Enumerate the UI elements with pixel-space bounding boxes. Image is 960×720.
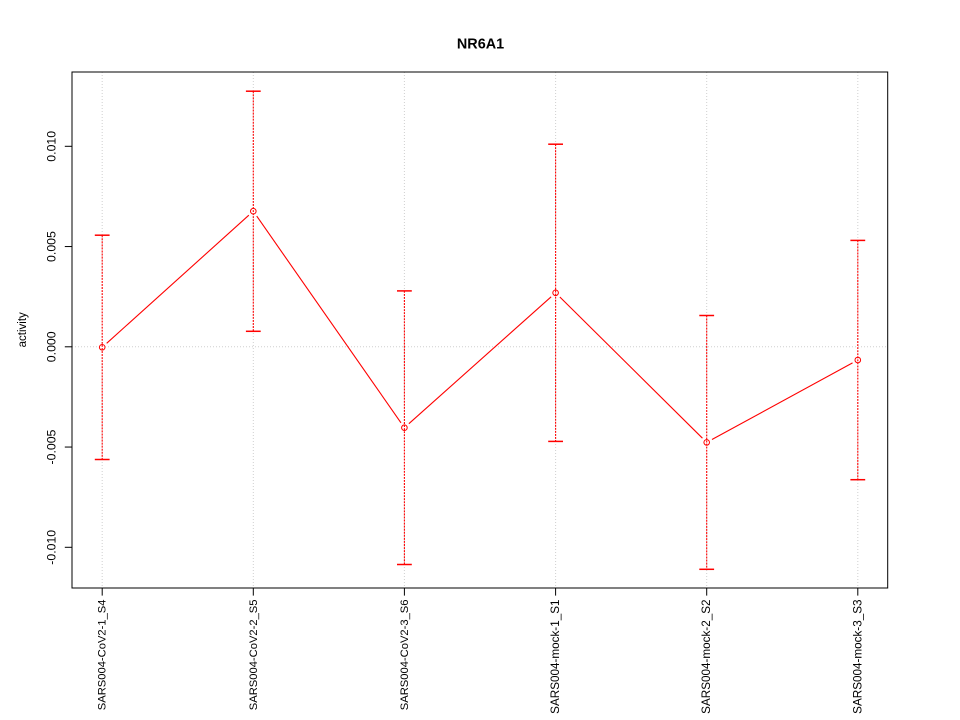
svg-text:0.010: 0.010: [45, 131, 59, 162]
svg-text:-0.005: -0.005: [45, 429, 59, 464]
svg-text:0.005: 0.005: [45, 231, 59, 262]
svg-text:SARS004-CoV2-2_S5: SARS004-CoV2-2_S5: [248, 600, 260, 711]
svg-text:SARS004-mock-3_S3: SARS004-mock-3_S3: [851, 600, 864, 714]
svg-text:SARS004-mock-1_S1: SARS004-mock-1_S1: [549, 600, 562, 714]
svg-text:0.000: 0.000: [45, 331, 59, 362]
svg-text:SARS004-mock-2_S2: SARS004-mock-2_S2: [700, 600, 713, 714]
svg-text:SARS004-CoV2-3_S6: SARS004-CoV2-3_S6: [399, 600, 411, 711]
svg-text:-0.010: -0.010: [45, 530, 59, 565]
svg-text:SARS004-CoV2-1_S4: SARS004-CoV2-1_S4: [97, 600, 109, 711]
svg-text:activity: activity: [17, 312, 29, 347]
svg-text:NR6A1: NR6A1: [457, 36, 504, 52]
